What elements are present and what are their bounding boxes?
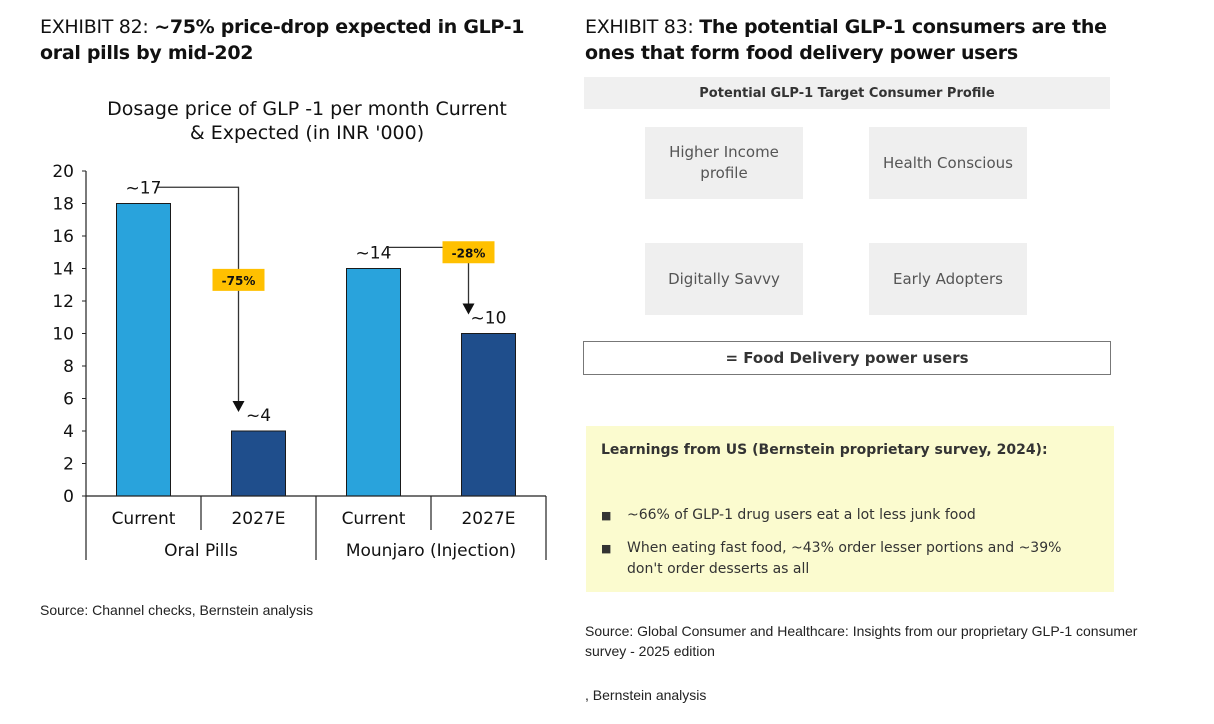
y-tick-label: 8 [63,357,74,377]
bullet-icon: ■ [601,509,612,522]
data-label: ~14 [356,244,392,264]
bullet-text: When eating fast food, ~43% order lesser… [627,540,1062,577]
change-badge-label: -75% [222,274,256,288]
bar [231,430,286,497]
chart-title-line: Dosage price of GLP -1 per month Current [107,98,507,120]
x-group-label: Oral Pills [164,541,238,561]
x-group-label: Mounjaro (Injection) [346,541,516,561]
change-badge-label: -28% [452,246,486,260]
bar [461,333,516,497]
learning-bullet: ■ When eating fast food, ~43% order less… [601,538,1081,580]
x-axis: Current 2027E Current 2027E Oral Pills Mounja… [85,495,547,561]
change-annotations: -75% -28% [157,186,495,412]
data-label: ~4 [246,406,271,426]
y-tick-label: 16 [52,227,74,247]
change-arrow-line [157,186,240,401]
learnings-box: Learnings from US (Bernstein proprietary… [586,426,1114,592]
y-tick-label: 0 [63,487,74,507]
exhibit-83-headline: The potential GLP-1 consumers are the on… [585,16,1107,64]
y-tick-label: 2 [63,455,74,475]
y-tick-label: 18 [52,195,74,215]
price-chart: Dosage price of GLP -1 per month Current… [52,98,547,561]
change-arrow-head [462,303,475,315]
exhibit-82-label: EXHIBIT 82: [40,16,155,38]
bars: ~17 ~4 ~14 ~10 [116,179,516,497]
y-tick-label: 12 [52,292,74,312]
x-tick-label: 2027E [461,509,515,529]
data-label: ~17 [126,179,162,199]
exhibit-82-headline: ~75% price-drop expected in GLP-1 oral p… [40,16,525,64]
y-tick-label: 20 [52,162,74,182]
x-tick-label: 2027E [231,509,285,529]
profile-header: Potential GLP-1 Target Consumer Profile [584,77,1110,109]
y-tick-label: 10 [52,325,74,345]
learning-bullet: ■ ~66% of GLP-1 drug users eat a lot les… [601,505,1081,526]
change-arrow-head [232,401,245,412]
trait-label: Digitally Savvy [668,269,780,288]
trait-early-adopters: Early Adopters [869,243,1027,315]
trait-label: Early Adopters [893,269,1003,288]
bar [116,203,171,497]
x-tick-label: Current [342,509,406,529]
bullet-text: ~66% of GLP-1 drug users eat a lot less … [627,507,976,523]
chart-title: Dosage price of GLP -1 per month Current… [107,98,507,144]
x-tick-label: Current [112,509,176,529]
exhibit-83-title: EXHIBIT 83: The potential GLP-1 consumer… [585,14,1145,66]
exhibit-83-label: EXHIBIT 83: [585,16,700,38]
trait-health-conscious: Health Conscious [869,127,1027,199]
chart-title-line: & Expected (in INR '000) [190,122,424,144]
exhibit-83-source: Source: Global Consumer and Healthcare: … [585,623,1138,659]
bar [346,268,401,497]
exhibit-82-title: EXHIBIT 82: ~75% price-drop expected in … [40,14,570,66]
data-label: ~10 [471,309,507,329]
result-box: = Food Delivery power users [583,341,1111,375]
change-badge [442,241,495,264]
y-tick-label: 6 [63,390,74,410]
trait-label: Health Conscious [883,153,1013,172]
y-tick-label: 14 [52,260,74,280]
trait-higher-income: Higher Income profile [645,127,803,199]
bullet-icon: ■ [601,542,612,555]
exhibit-83-source-extra: , Bernstein analysis [585,687,707,703]
y-axis: 0 2 4 6 8 10 12 14 16 18 20 [52,162,87,507]
exhibit-82-source: Source: Channel checks, Bernstein analys… [40,602,314,618]
trait-digitally-savvy: Digitally Savvy [645,243,803,315]
change-badge [212,268,265,291]
trait-label: Higher Income profile [669,143,779,182]
y-tick-label: 4 [63,422,74,442]
learnings-title: Learnings from US (Bernstein proprietary… [601,442,1048,458]
